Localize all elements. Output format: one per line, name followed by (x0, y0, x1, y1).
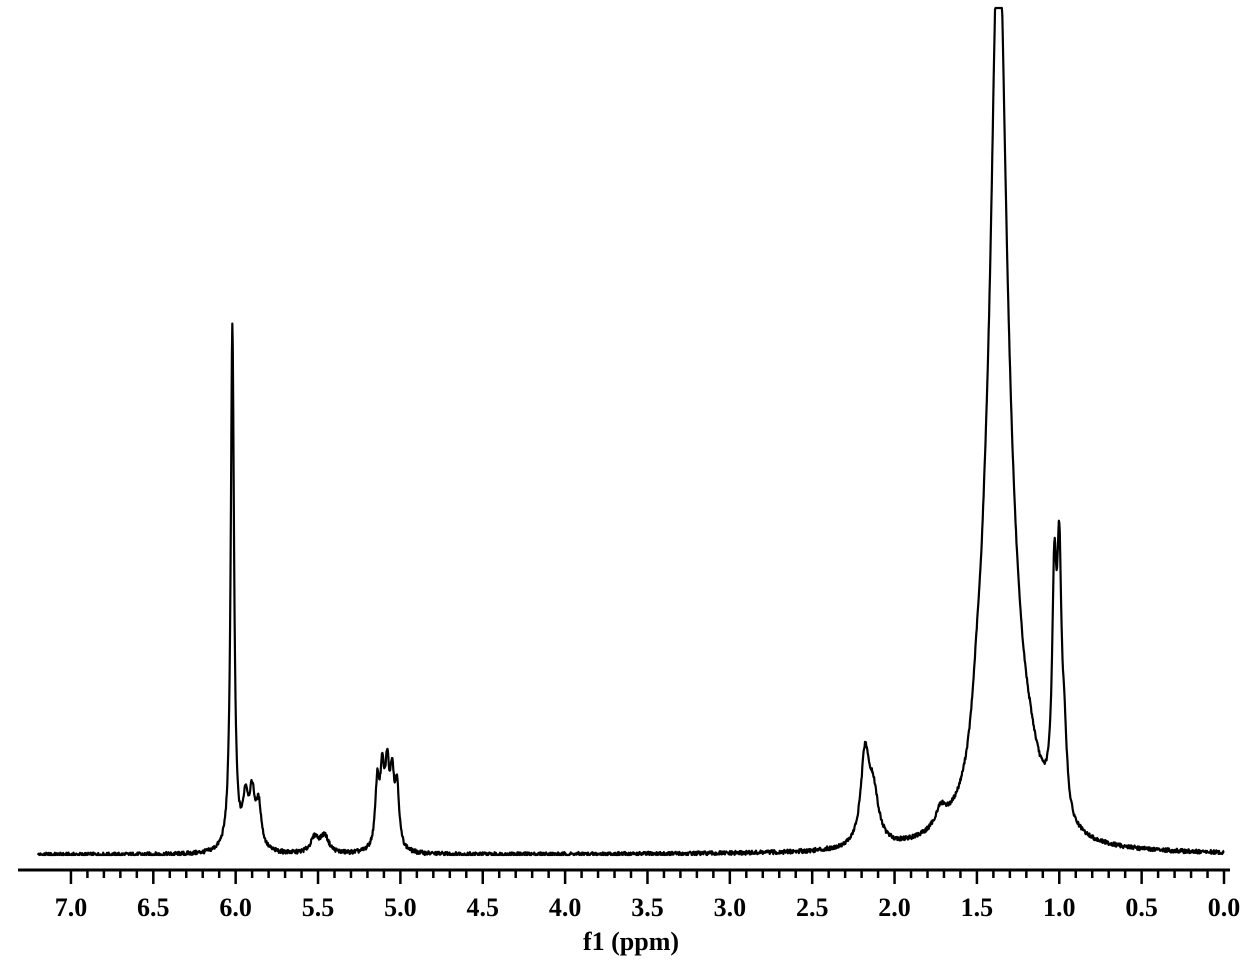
x-tick-label: 0.5 (1125, 893, 1158, 922)
x-tick-label: 3.5 (631, 893, 664, 922)
x-axis-title: f1 (ppm) (583, 927, 679, 956)
x-tick-label: 4.0 (549, 893, 582, 922)
x-tick-label: 7.0 (55, 893, 88, 922)
x-tick-label: 6.0 (219, 893, 252, 922)
x-tick-label: 6.5 (137, 893, 170, 922)
x-tick-label: 1.5 (961, 893, 994, 922)
nmr-spectrum-chart: 7.0 6.5 6.0 5.5 5.0 4.5 4.0 3.5 3.0 2.5 2.0 1.5 1.0 0… (0, 0, 1240, 965)
x-tick-label: 4.5 (467, 893, 500, 922)
nmr-svg: 7.0 6.5 6.0 5.5 5.0 4.5 4.0 3.5 3.0 2.5 2.0 1.5 1.0 0… (0, 0, 1240, 965)
plot-background (0, 0, 1240, 965)
x-tick-label: 0.0 (1208, 893, 1240, 922)
x-tick-label: 2.0 (878, 893, 911, 922)
x-tick-label: 5.5 (302, 893, 335, 922)
x-tick-label: 3.0 (714, 893, 747, 922)
x-tick-label: 1.0 (1043, 893, 1076, 922)
x-tick-label: 2.5 (796, 893, 829, 922)
x-tick-label: 5.0 (384, 893, 417, 922)
